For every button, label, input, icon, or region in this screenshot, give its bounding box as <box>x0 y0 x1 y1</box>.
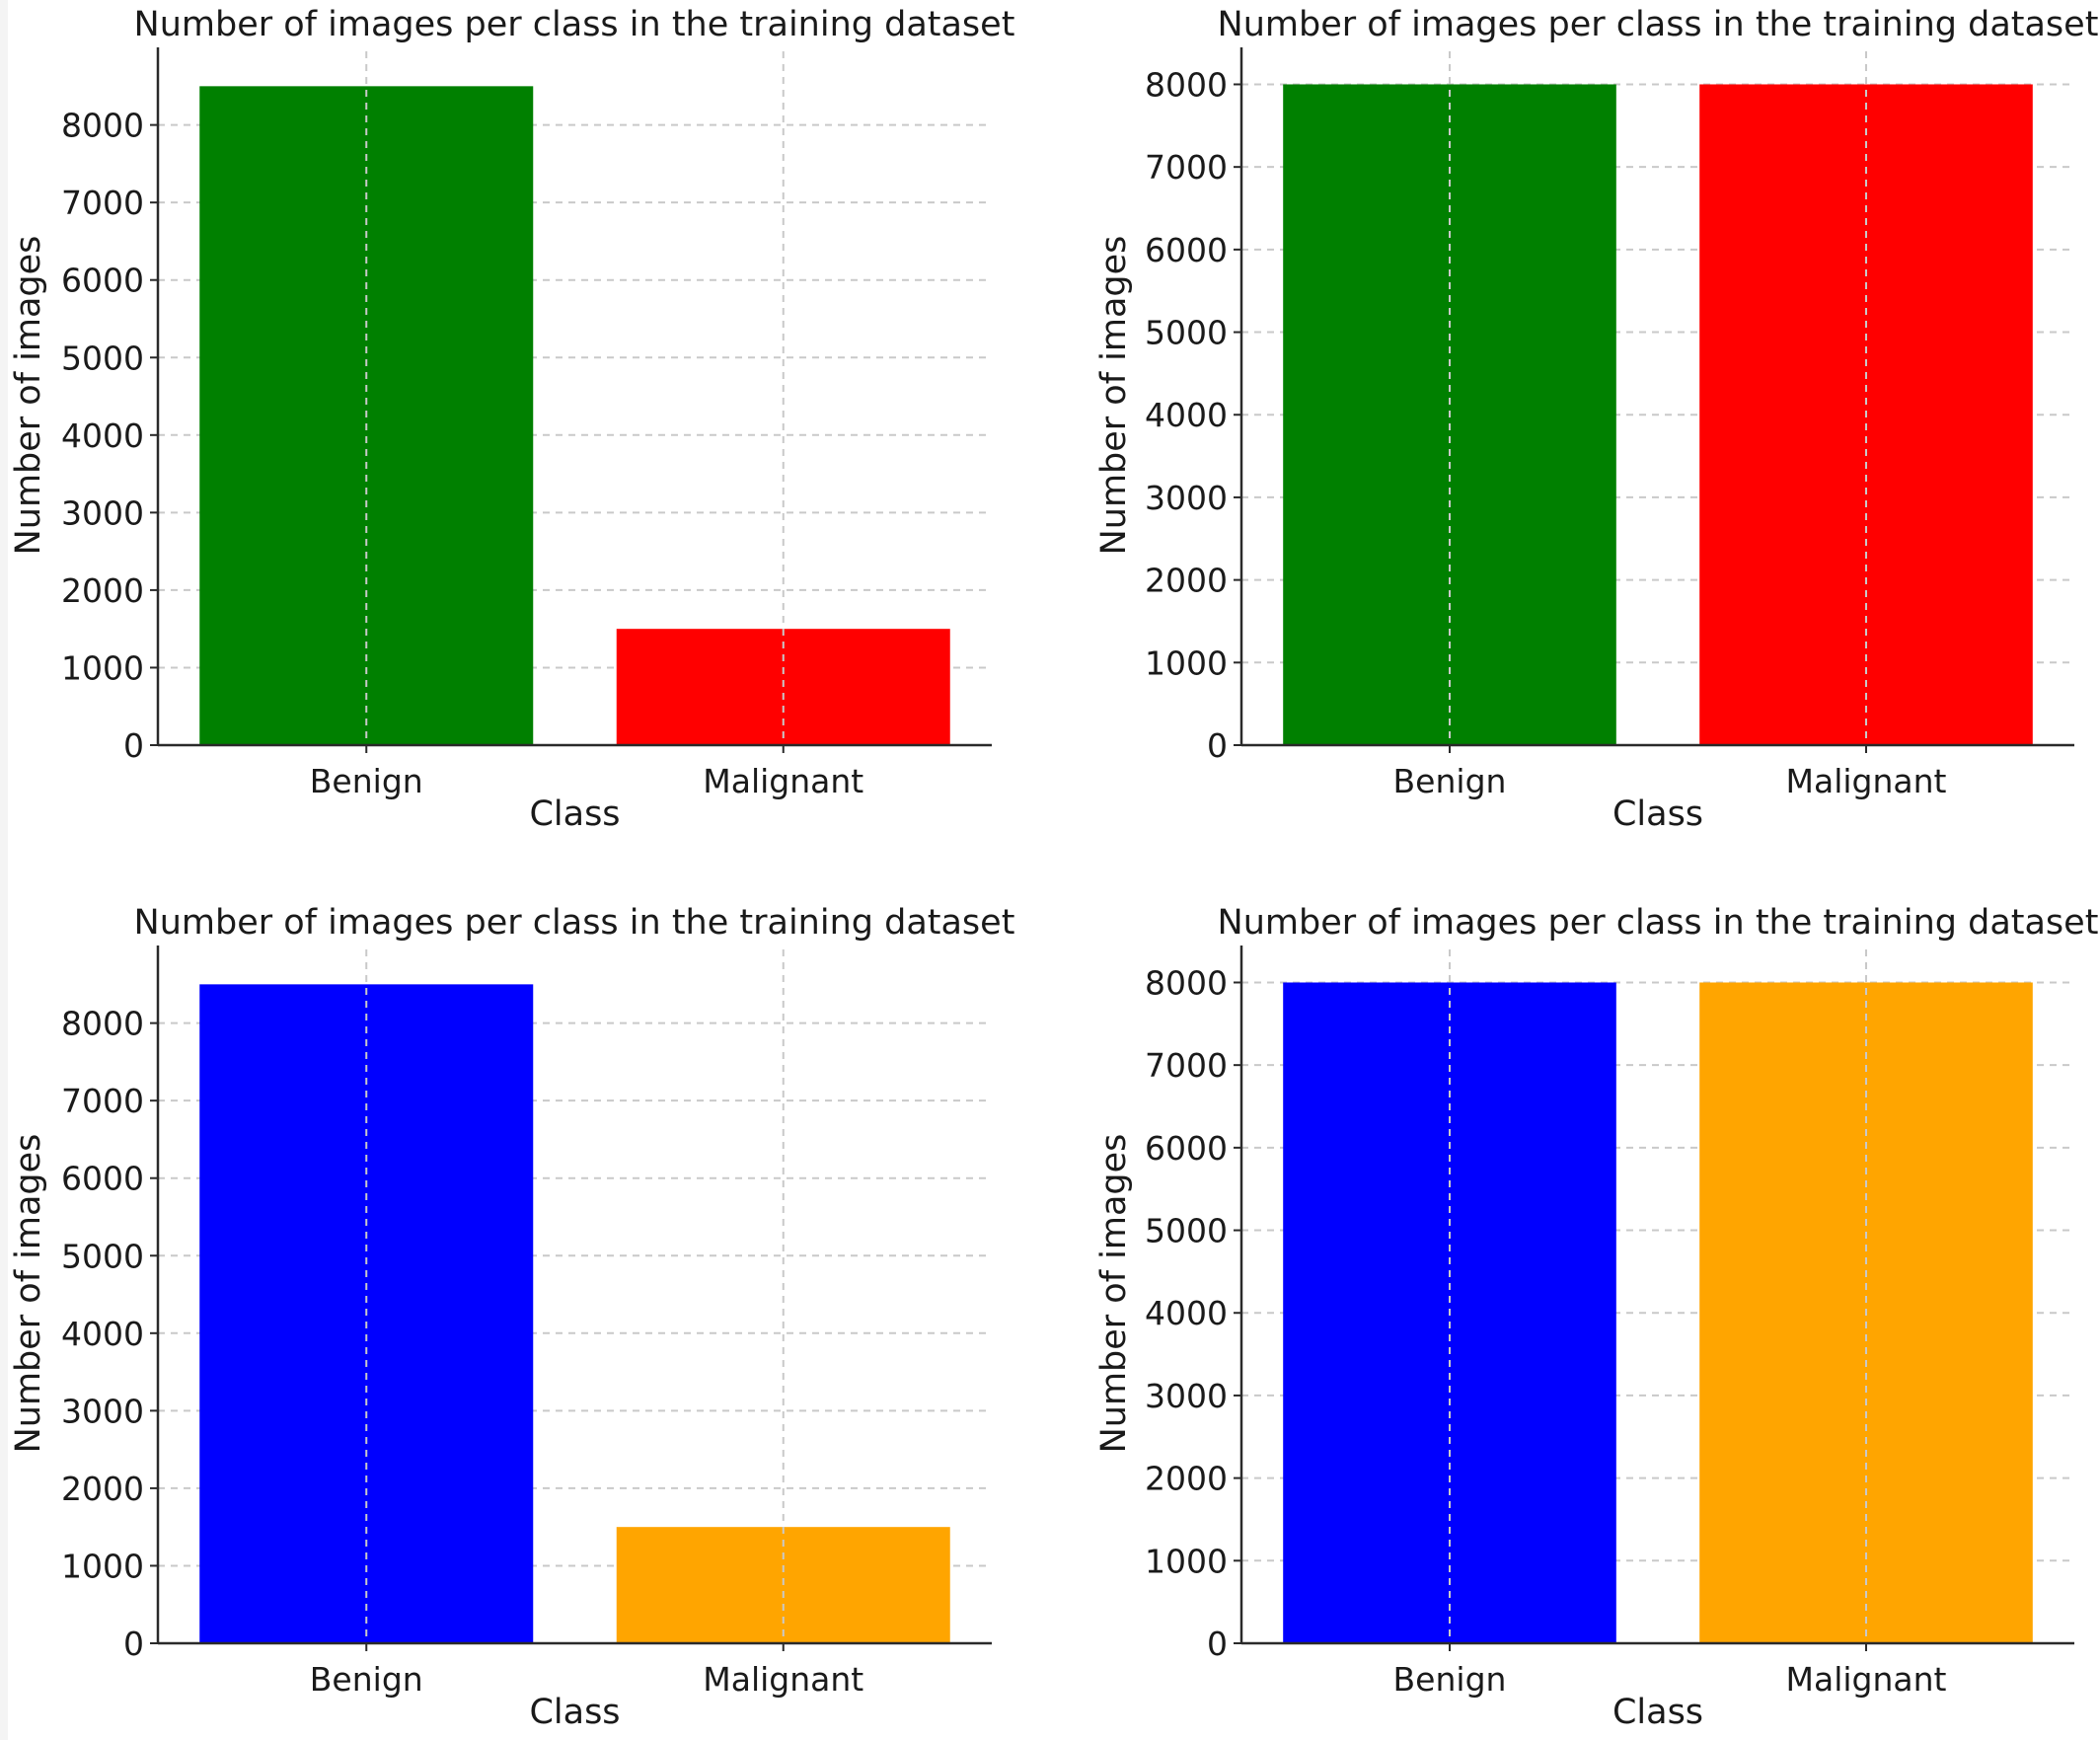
x-tick-label: Benign <box>1393 1660 1507 1699</box>
chart-title: Number of images per class in the traini… <box>1218 5 2099 44</box>
y-tick-label: 7000 <box>1145 1046 1228 1085</box>
y-tick-label: 6000 <box>61 262 144 300</box>
y-tick-label: 8000 <box>1145 963 1228 1002</box>
y-tick-label: 2000 <box>1145 1460 1228 1498</box>
chart-panel-2: 0 1000 2000 3000 4000 5000 6000 7000 8000 Benign M… <box>1094 5 2098 834</box>
chart-panel-3: 0 1000 2000 3000 4000 5000 6000 7000 8000 Benign M… <box>9 903 1014 1732</box>
y-tick-label: 0 <box>123 1625 144 1663</box>
chart-panel-4: 0 1000 2000 3000 4000 5000 6000 7000 8000 Benign M… <box>1094 903 2098 1732</box>
y-tick-label: 3000 <box>61 1392 144 1430</box>
y-tick-label: 1000 <box>1145 643 1228 682</box>
x-axis-title: Class <box>1612 794 1703 834</box>
y-tick-label: 5000 <box>1145 1212 1228 1250</box>
chart-title: Number of images per class in the traini… <box>134 903 1015 943</box>
y-tick-label: 0 <box>1207 1625 1228 1663</box>
y-tick-label: 1000 <box>61 1547 144 1585</box>
chart-title: Number of images per class in the traini… <box>1218 903 2099 943</box>
y-tick-label: 0 <box>1207 726 1228 765</box>
x-tick-label: Malignant <box>703 762 863 800</box>
y-tick-label: 7000 <box>61 1082 144 1120</box>
y-tick-label: 4000 <box>1145 396 1228 434</box>
y-tick-label: 4000 <box>61 416 144 455</box>
y-tick-label: 2000 <box>61 571 144 610</box>
charts-root: 0 1000 2000 3000 4000 5000 6000 7000 8000 Benign M… <box>9 5 2098 1732</box>
y-tick-label: 7000 <box>1145 148 1228 187</box>
x-tick-label: Benign <box>310 762 423 800</box>
y-tick-label: 3000 <box>1145 1377 1228 1415</box>
y-tick-label: 6000 <box>61 1160 144 1198</box>
y-tick-label: 0 <box>123 726 144 765</box>
y-tick-label: 8000 <box>1145 65 1228 104</box>
y-tick-label: 5000 <box>61 1237 144 1275</box>
y-tick-label: 1000 <box>61 648 144 687</box>
x-tick-label: Malignant <box>703 1660 863 1699</box>
y-tick-label: 7000 <box>61 184 144 222</box>
y-tick-label: 3000 <box>1145 479 1228 517</box>
y-axis-title: Number of images <box>1094 236 1134 556</box>
y-tick-label: 6000 <box>1145 231 1228 269</box>
y-tick-label: 3000 <box>61 493 144 532</box>
x-axis-title: Class <box>529 1693 620 1732</box>
y-tick-label: 2000 <box>61 1470 144 1508</box>
y-tick-label: 8000 <box>61 107 144 145</box>
x-tick-label: Malignant <box>1786 1660 1947 1699</box>
y-tick-label: 2000 <box>1145 562 1228 600</box>
x-tick-label: Malignant <box>1786 762 1947 800</box>
y-tick-label: 6000 <box>1145 1129 1228 1168</box>
y-axis-title: Number of images <box>9 236 48 556</box>
y-tick-label: 5000 <box>1145 314 1228 352</box>
y-axis-title: Number of images <box>9 1134 48 1454</box>
chart-title: Number of images per class in the traini… <box>134 5 1015 44</box>
y-tick-label: 1000 <box>1145 1542 1228 1580</box>
chart-panel-1: 0 1000 2000 3000 4000 5000 6000 7000 8000 Benign M… <box>9 5 1014 834</box>
x-axis-title: Class <box>1612 1693 1703 1732</box>
y-tick-label: 4000 <box>1145 1294 1228 1332</box>
y-tick-label: 4000 <box>61 1315 144 1353</box>
y-tick-label: 5000 <box>61 339 144 377</box>
x-axis-title: Class <box>529 794 620 834</box>
y-axis-title: Number of images <box>1094 1134 1134 1454</box>
x-tick-label: Benign <box>1393 762 1507 800</box>
y-tick-label: 8000 <box>61 1005 144 1043</box>
x-tick-label: Benign <box>310 1660 423 1699</box>
